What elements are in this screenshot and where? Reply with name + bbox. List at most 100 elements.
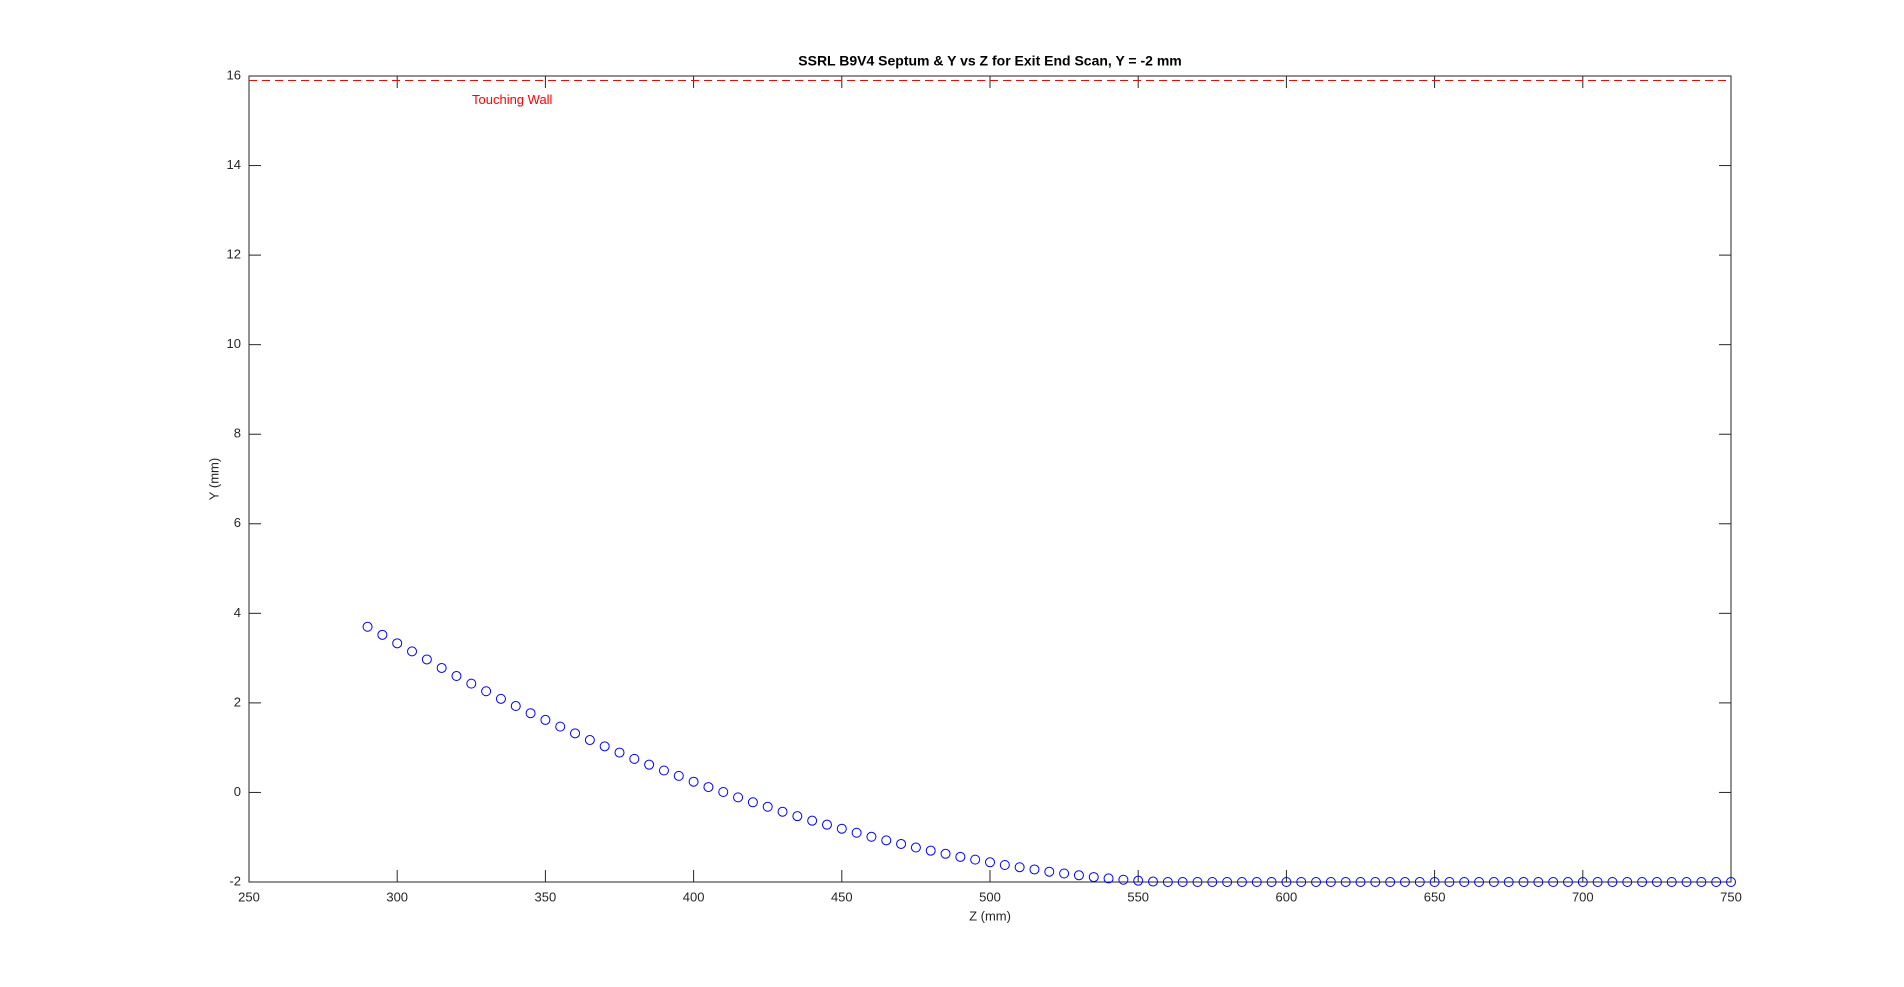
- point: [599, 741, 610, 752]
- point: [792, 811, 803, 822]
- x-tick-label: 500: [979, 889, 1001, 904]
- y-tick-label: 2: [234, 694, 241, 709]
- point: [881, 835, 892, 846]
- point: [703, 782, 714, 793]
- point: [1607, 877, 1618, 887]
- point: [777, 806, 788, 817]
- point: [1266, 877, 1277, 887]
- point: [614, 747, 625, 758]
- point: [747, 797, 758, 808]
- point: [940, 848, 951, 859]
- point: [1622, 877, 1633, 887]
- point: [1414, 877, 1425, 887]
- point: [1088, 872, 1099, 883]
- x-tick-label: 650: [1424, 889, 1446, 904]
- y-tick-label: 0: [234, 784, 241, 799]
- point: [495, 693, 506, 704]
- chart-title: SSRL B9V4 Septum & Y vs Z for Exit End S…: [798, 53, 1181, 69]
- point: [1325, 877, 1336, 887]
- y-tick-label: 12: [227, 247, 241, 262]
- y-tick-label: 8: [234, 426, 241, 441]
- y-axis-label: Y (mm): [206, 458, 221, 500]
- point: [999, 859, 1010, 870]
- point: [1474, 877, 1485, 887]
- point: [1222, 877, 1233, 887]
- x-axis-label: Z (mm): [969, 908, 1011, 923]
- point: [1385, 877, 1396, 887]
- point: [1370, 877, 1381, 887]
- point: [570, 728, 581, 739]
- point: [658, 765, 669, 776]
- point: [1651, 877, 1662, 887]
- y-tick-label: 6: [234, 515, 241, 530]
- point: [688, 776, 699, 787]
- point: [1133, 875, 1144, 886]
- point: [1118, 874, 1129, 885]
- x-tick-label: 550: [1127, 889, 1149, 904]
- y-tick-label: 10: [227, 336, 241, 351]
- point: [1340, 877, 1351, 887]
- point: [1355, 877, 1366, 887]
- point: [762, 801, 773, 812]
- point: [1726, 877, 1736, 887]
- point: [466, 678, 477, 689]
- point: [1577, 877, 1588, 887]
- point: [836, 823, 847, 834]
- point: [377, 629, 388, 640]
- point: [970, 854, 981, 865]
- point: [1459, 877, 1470, 887]
- point: [481, 686, 492, 697]
- point: [866, 831, 877, 842]
- point: [1533, 877, 1544, 887]
- point: [955, 851, 966, 862]
- point: [1103, 873, 1114, 884]
- point: [1207, 877, 1218, 887]
- x-tick-label: 300: [386, 889, 408, 904]
- x-tick-label: 450: [831, 889, 853, 904]
- reference-label: Touching Wall: [472, 92, 553, 107]
- point: [1044, 866, 1055, 877]
- y-tick-label: -2: [229, 873, 241, 888]
- x-tick-label: 250: [238, 889, 260, 904]
- point: [584, 735, 595, 746]
- point: [733, 792, 744, 803]
- point: [1029, 864, 1040, 875]
- point: [392, 638, 403, 649]
- point: [1488, 877, 1499, 887]
- point: [451, 671, 462, 682]
- point: [1073, 870, 1084, 881]
- point: [1059, 868, 1070, 879]
- point: [1666, 877, 1677, 887]
- point: [540, 714, 551, 725]
- point: [407, 646, 418, 657]
- point: [1681, 877, 1692, 887]
- point: [910, 842, 921, 853]
- point: [896, 838, 907, 849]
- point: [851, 827, 862, 838]
- point: [362, 621, 373, 632]
- y-tick-label: 16: [227, 67, 241, 82]
- point: [1296, 877, 1307, 887]
- point: [1162, 877, 1173, 887]
- point: [1696, 877, 1707, 887]
- point: [1148, 876, 1159, 887]
- x-tick-label: 350: [535, 889, 557, 904]
- y-tick-label: 4: [234, 605, 241, 620]
- point: [1192, 877, 1203, 887]
- point: [1014, 862, 1025, 873]
- point: [807, 815, 818, 826]
- point: [1592, 877, 1603, 887]
- point: [1429, 877, 1440, 887]
- y-tick-label: 14: [227, 157, 241, 172]
- point: [1281, 877, 1292, 887]
- point: [1562, 877, 1573, 887]
- point: [673, 770, 684, 781]
- point: [629, 753, 640, 764]
- plot-frame: [248, 75, 1732, 883]
- point: [1518, 877, 1529, 887]
- point: [510, 701, 521, 712]
- x-tick-label: 700: [1572, 889, 1594, 904]
- point: [821, 819, 832, 830]
